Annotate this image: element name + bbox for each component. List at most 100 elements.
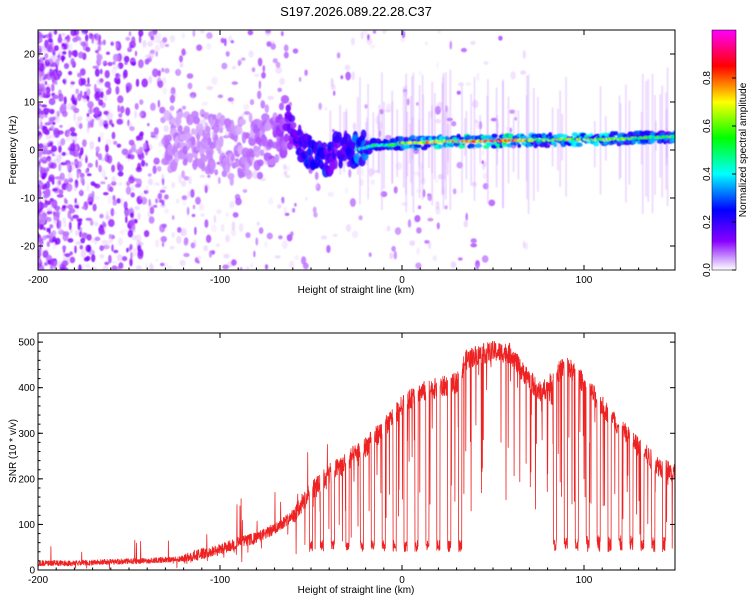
spectrogram-noise-blob [247, 30, 254, 36]
spectrogram-noise-blob [68, 50, 72, 59]
spectrogram-noise-blob [138, 30, 144, 37]
spectrogram-noise-blob [137, 153, 145, 161]
spectrogram-noise-blob [56, 194, 64, 198]
spectrogram-noise-blob [72, 214, 79, 219]
spectrogram-noise-blob [232, 212, 239, 218]
spectrogram-noise-blob [192, 239, 197, 248]
snr-xtick-label: 0 [399, 575, 405, 586]
spectrogram-noise-blob [128, 219, 135, 227]
spectrogram-noise-blob [38, 188, 42, 198]
spectrogram-noise-blob [137, 241, 144, 247]
spectrogram-signal-blob [227, 172, 235, 180]
spectrogram-noise-blob [123, 55, 130, 63]
spectrogram-streak [391, 90, 394, 184]
spectrogram-signal-blob [333, 141, 342, 149]
spectrogram-noise-blob [66, 103, 74, 111]
spectrogram-noise-blob [513, 109, 517, 118]
spectrogram-noise-blob [61, 151, 66, 156]
snr-ytick-label: 100 [18, 520, 35, 531]
spectrogram-noise-blob [79, 245, 84, 250]
spectrogram-noise-blob [231, 228, 236, 237]
spectrogram-noise-blob [159, 106, 166, 114]
spectrogram-signal-blob [238, 118, 247, 126]
spectrogram-noise-blob [318, 102, 323, 111]
spectrogram-noise-blob [58, 210, 62, 215]
spectrogram-noise-blob [450, 261, 457, 269]
spectrogram-signal-blob [280, 95, 290, 104]
spectrogram-noise-blob [415, 262, 422, 269]
spectrogram-noise-blob [155, 258, 159, 262]
spectrogram-noise-blob [80, 237, 86, 244]
spectrogram-noise-blob [38, 201, 41, 211]
spectrogram-noise-blob [38, 78, 43, 82]
spectrogram-noise-blob [56, 138, 60, 146]
spectrogram-noise-blob [87, 77, 90, 85]
spectrogram-xtick-label: -200 [28, 275, 48, 286]
spectrogram-noise-blob [123, 201, 128, 210]
spectrogram-noise-blob [181, 48, 186, 56]
spectrogram-noise-blob [74, 208, 79, 213]
spectrogram-noise-blob [134, 50, 138, 57]
spectrogram-noise-blob [49, 68, 53, 78]
spectrogram-noise-blob [393, 186, 398, 194]
spectrogram-noise-blob [95, 151, 99, 157]
spectrogram-noise-blob [67, 43, 73, 51]
spectrogram-noise-blob [63, 63, 70, 69]
spectrogram-noise-blob [514, 116, 517, 121]
spectrogram-signal-blob [571, 132, 579, 137]
spectrogram-noise-blob [183, 252, 190, 258]
spectrogram-noise-blob [129, 126, 135, 132]
spectrogram-noise-blob [52, 53, 57, 63]
spectrogram-noise-blob [243, 111, 250, 115]
spectrogram-noise-blob [41, 104, 48, 108]
spectrogram-signal-blob [187, 152, 193, 163]
spectrogram-signal-blob [284, 133, 290, 143]
spectrogram-noise-blob [336, 52, 341, 59]
spectrogram-noise-blob [268, 197, 274, 205]
spectrogram-noise-blob [49, 30, 55, 36]
spectrogram-noise-blob [267, 95, 275, 100]
spectrogram-noise-blob [121, 148, 129, 156]
spectrogram-signal-blob [235, 125, 243, 135]
spectrogram-noise-blob [55, 237, 61, 245]
spectrogram-noise-blob [352, 122, 357, 131]
spectrogram-noise-blob [265, 30, 271, 34]
spectrogram-noise-blob [368, 252, 372, 257]
spectrogram-noise-blob [132, 229, 136, 234]
spectrogram-noise-blob [284, 174, 291, 178]
spectrogram-noise-blob [96, 78, 104, 85]
spectrogram-noise-blob [100, 181, 106, 185]
spectrogram-noise-blob [161, 178, 165, 186]
spectrogram-noise-blob [370, 44, 376, 49]
spectrogram-noise-blob [252, 170, 258, 180]
spectrogram-noise-blob [94, 221, 98, 227]
spectrogram-signal-blob [456, 133, 461, 139]
spectrogram-noise-blob [217, 94, 224, 99]
spectrogram-noise-blob [522, 240, 526, 249]
spectrogram-noise-blob [416, 247, 420, 255]
spectrogram-signal-blob [186, 114, 194, 126]
spectrogram-noise-blob [128, 139, 135, 146]
spectrogram-noise-blob [200, 30, 205, 34]
spectrogram-noise-blob [162, 185, 168, 190]
colorbar-tick-label: 0.4 [702, 167, 713, 181]
colorbar-tick-label: 0.0 [702, 263, 713, 277]
spectrogram-signal-blob [392, 138, 397, 144]
spectrogram-signal-blob [190, 136, 196, 147]
spectrogram-noise-blob [54, 116, 61, 124]
spectrogram-noise-blob [136, 206, 139, 212]
spectrogram-blobs [38, 30, 675, 270]
spectrogram-noise-blob [143, 230, 150, 238]
spectrogram-noise-blob [223, 253, 230, 259]
spectrogram-signal-blob [281, 140, 289, 151]
spectrogram-noise-blob [45, 108, 51, 113]
spectrogram-noise-blob [128, 176, 135, 184]
spectrogram-noise-blob [51, 83, 55, 92]
spectrogram-noise-blob [118, 113, 123, 118]
spectrogram-noise-blob [458, 82, 464, 87]
spectrogram-noise-blob [363, 30, 369, 36]
spectrogram-signal-blob [224, 118, 232, 127]
spectrogram-noise-blob [87, 162, 93, 168]
spectrogram-noise-blob [156, 182, 160, 187]
spectrogram-noise-blob [224, 130, 229, 138]
